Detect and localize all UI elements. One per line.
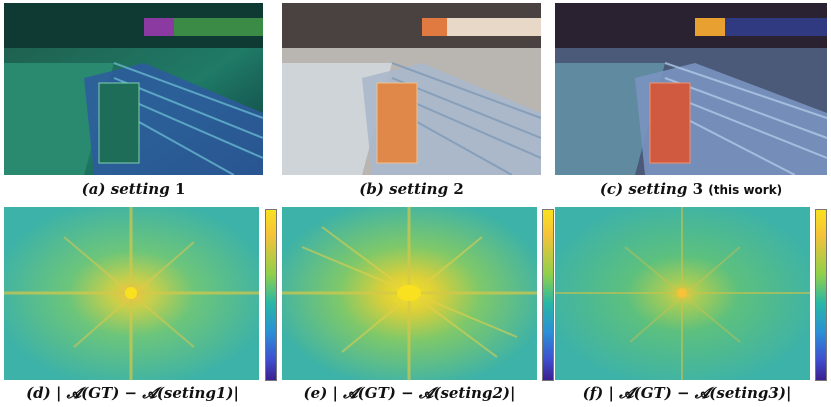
image-setting-1 (4, 3, 263, 175)
caption-setting-1: (a) setting 1 (81, 180, 186, 198)
spectrum-map-f (555, 207, 810, 380)
image-setting-2 (282, 3, 541, 175)
caption-setting-3: (c) setting 3 (this work) (599, 180, 783, 198)
caption-diff-f: (f) | 𝓐(GT) − 𝓐(seting3)| (582, 384, 792, 402)
spectrum-map-e (282, 207, 537, 380)
colorbar-d (265, 209, 277, 381)
caption-diff-d: (d) | 𝓐(GT) − 𝓐(seting1)| (26, 384, 239, 402)
caption-setting-2: (b) setting 2 (359, 180, 464, 198)
spectrum-map-d (4, 207, 259, 380)
caption-diff-e: (e) | 𝓐(GT) − 𝓐(seting2)| (303, 384, 516, 402)
colorbar-f (815, 209, 827, 381)
colorbar-e (542, 209, 554, 381)
image-setting-3 (555, 3, 827, 175)
